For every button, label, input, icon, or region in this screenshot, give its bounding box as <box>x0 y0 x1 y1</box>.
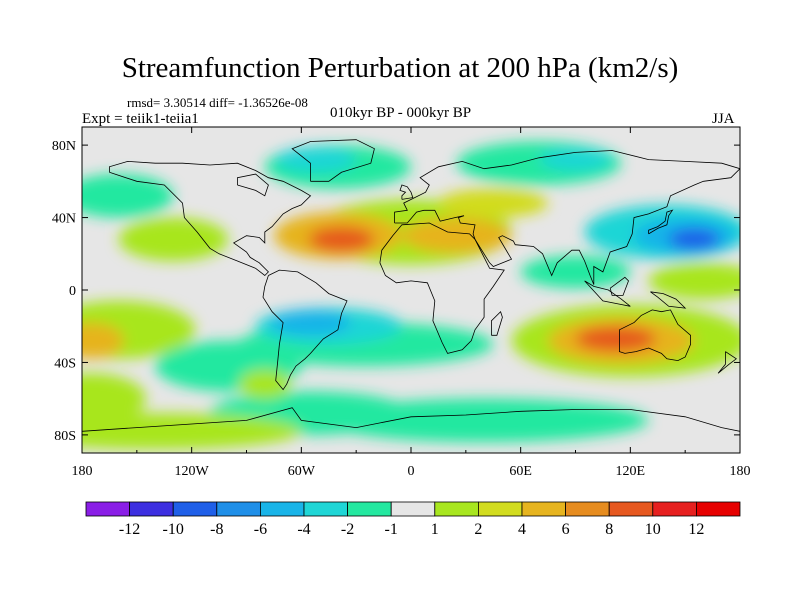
x-tick-label: 120W <box>175 464 210 479</box>
x-tick-label: 180 <box>72 464 93 479</box>
x-tick-label: 180 <box>730 464 751 479</box>
colorbar-label: 12 <box>688 521 704 538</box>
period-label: 010kyr BP - 000kyr BP <box>330 105 472 121</box>
field-region <box>319 398 649 443</box>
y-tick-label: 40N <box>52 212 76 227</box>
y-tick-label: 0 <box>69 284 76 299</box>
colorbar-swatch <box>216 501 261 517</box>
field-region <box>648 262 740 300</box>
field-region <box>270 309 351 336</box>
coastline <box>584 280 631 307</box>
coastline <box>399 184 414 200</box>
field-region <box>401 217 512 254</box>
colorbar-swatch <box>696 501 741 517</box>
colorbar-label: 6 <box>562 521 570 538</box>
colorbar-swatch <box>85 501 130 517</box>
colorbar-label: -2 <box>341 521 354 538</box>
coastline <box>717 351 737 374</box>
coastline <box>379 222 505 354</box>
colorbar-swatch <box>172 501 218 517</box>
field-region <box>520 255 631 289</box>
field-region <box>308 226 375 252</box>
colorbar-label: 4 <box>518 521 526 538</box>
colorbar-label: -4 <box>297 521 310 538</box>
colorbar-label: 10 <box>645 521 661 538</box>
field-region <box>118 217 229 262</box>
colorbar-label: -6 <box>254 521 267 538</box>
coastline <box>619 309 691 362</box>
colorbar-swatch <box>565 501 610 517</box>
y-tick-label: 40S <box>54 356 76 371</box>
stats-text: rmsd= 3.30514 diff= -1.36526e-08 <box>127 95 308 110</box>
coastline <box>650 291 687 309</box>
y-tick-label: 80N <box>52 139 76 154</box>
experiment-label: Expt = teiik1-teiia1 <box>82 111 199 127</box>
field-region <box>438 188 549 218</box>
coastline <box>82 407 740 432</box>
coastline <box>648 209 674 235</box>
coastline <box>262 269 348 391</box>
field-region <box>275 146 357 173</box>
x-tick-label: 0 <box>408 464 415 479</box>
colorbar-label: 1 <box>431 521 439 538</box>
field-region <box>575 326 656 352</box>
field-region <box>82 322 125 359</box>
colorbar-swatch <box>347 501 392 517</box>
colorbar-swatch <box>259 501 305 517</box>
field-region <box>538 148 613 171</box>
chart-title: Streamfunction Perturbation at 200 hPa (… <box>121 52 679 84</box>
colorbar-swatch <box>303 501 348 517</box>
colorbar-label: 8 <box>605 521 613 538</box>
field-region <box>668 228 720 251</box>
field-region <box>239 369 291 399</box>
colorbar-label: -12 <box>119 521 140 538</box>
coastline <box>109 160 312 277</box>
coastline <box>491 310 503 336</box>
field-region <box>82 174 174 218</box>
colorbar-label: 2 <box>474 521 482 538</box>
x-tick-label: 120E <box>616 464 646 479</box>
colorbar-label: -8 <box>210 521 223 538</box>
y-tick-label: 80S <box>54 429 76 444</box>
season-label: JJA <box>712 111 735 127</box>
field-region <box>82 373 146 425</box>
colorbar-label: -1 <box>385 521 398 538</box>
map-background <box>82 127 740 453</box>
coastline <box>394 150 740 285</box>
field-region <box>82 413 302 450</box>
coastline <box>237 173 269 197</box>
colorbar-swatch <box>477 501 523 517</box>
colorbar-swatch <box>608 501 654 517</box>
colorbar-swatch <box>521 501 566 517</box>
colorbar-swatch <box>652 501 697 517</box>
x-tick-label: 60E <box>509 464 532 479</box>
coastline <box>291 139 375 182</box>
colorbar-swatch <box>434 501 479 517</box>
colorbar-swatch <box>129 501 174 517</box>
coastline <box>609 276 629 296</box>
x-tick-label: 60W <box>288 464 316 479</box>
colorbar-swatch <box>390 501 436 517</box>
colorbar-label: -10 <box>163 521 184 538</box>
